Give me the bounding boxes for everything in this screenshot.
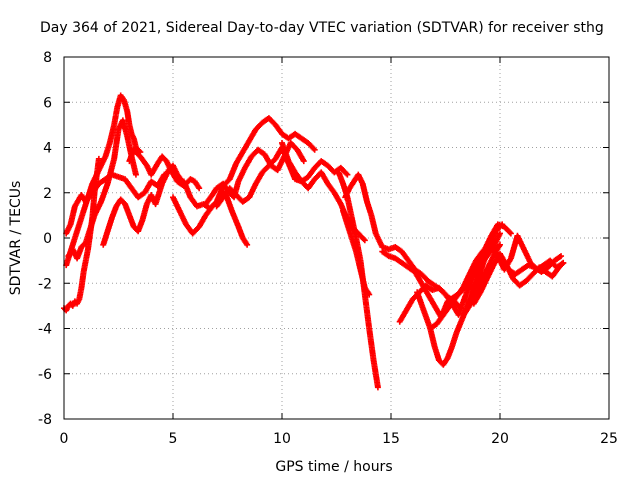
data-point — [558, 253, 565, 260]
y-tick-label: 6 — [43, 95, 52, 111]
y-tick-label: 2 — [43, 186, 52, 202]
y-tick-label: 4 — [43, 141, 52, 157]
y-tick-label: -2 — [38, 276, 52, 292]
data-point — [506, 229, 513, 236]
x-tick-label: 10 — [273, 431, 291, 447]
data-point — [310, 145, 317, 152]
data-marks — [61, 92, 567, 391]
data-point — [497, 241, 503, 248]
x-tick-label: 20 — [491, 431, 509, 447]
series-arc-6 — [126, 146, 203, 192]
y-tick-label: -6 — [38, 367, 52, 383]
y-tick-label: -8 — [38, 412, 52, 428]
data-point — [360, 236, 367, 243]
data-point — [361, 237, 368, 244]
data-point — [366, 291, 373, 298]
x-tick-label: 15 — [382, 431, 400, 447]
series-arc-4 — [65, 117, 139, 262]
data-point — [311, 146, 318, 153]
series-arc-14 — [342, 171, 464, 312]
y-tick-label: 8 — [43, 50, 52, 66]
data-point — [196, 185, 203, 192]
y-axis-label: SDTVAR / TECUs — [8, 181, 24, 296]
data-point — [507, 230, 514, 237]
series-arc-20 — [488, 232, 567, 273]
series-arc-21 — [462, 241, 503, 316]
axis-ticks: 0 5 10 15 20 25 -8 -6 -4 -2 0 2 4 6 8 — [38, 50, 618, 447]
series-arc-13 — [340, 207, 373, 298]
series-arc-3 — [63, 171, 168, 237]
data-point — [95, 155, 102, 162]
data-point — [132, 171, 139, 178]
data-point — [300, 158, 307, 165]
plot-frame — [63, 56, 610, 420]
x-tick-label: 5 — [169, 431, 178, 447]
x-tick-label: 0 — [60, 431, 69, 447]
data-point — [244, 241, 251, 248]
series-arc-8 — [180, 115, 318, 212]
y-tick-label: -4 — [38, 322, 52, 338]
series-arc-17 — [414, 221, 506, 368]
x-tick-label: 25 — [600, 431, 618, 447]
chart-title: Day 364 of 2021, Sidereal Day-to-day VTE… — [40, 20, 604, 36]
data-point — [498, 222, 505, 229]
data-point — [497, 230, 503, 237]
data-point — [344, 171, 351, 178]
data-point — [499, 221, 506, 228]
y-tick-label: 0 — [43, 231, 52, 247]
data-point — [343, 170, 350, 177]
x-axis-label: GPS time / hours — [275, 459, 392, 475]
data-point — [560, 259, 567, 266]
data-point — [374, 384, 381, 391]
